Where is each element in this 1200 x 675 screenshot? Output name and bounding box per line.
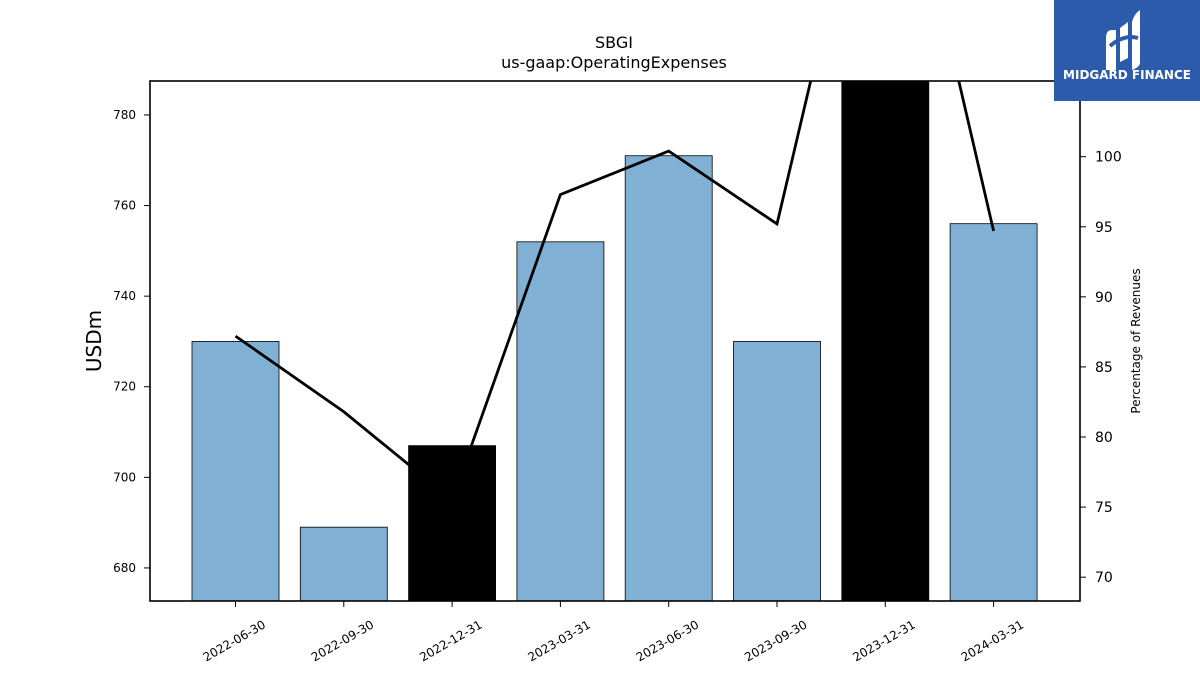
logo-mark-icon bbox=[1106, 10, 1140, 70]
y-tick-label-700: 700 bbox=[113, 470, 136, 484]
y2-tick-label-85: 85 bbox=[1095, 360, 1113, 376]
x-tick-label-2023-06-30: 2023-06-30 bbox=[634, 617, 701, 664]
bar-2022-06-30 bbox=[191, 341, 280, 601]
chart-subtitle: us-gaap:OperatingExpenses bbox=[501, 53, 727, 72]
y2-tick-label-75: 75 bbox=[1095, 500, 1113, 516]
logo-text: MIDGARD FINANCE bbox=[1063, 68, 1191, 82]
bar-2022-12-31 bbox=[408, 445, 497, 601]
x-tick-label-2023-03-31: 2023-03-31 bbox=[525, 617, 592, 664]
x-tick-label-2022-12-31: 2022-12-31 bbox=[417, 617, 484, 664]
bar-2023-12-31 bbox=[841, 81, 930, 601]
plot-area: 680 700 720 740 760 780 70 75 80 85 90 95 100 2022-06… bbox=[113, 80, 1122, 664]
x-tick-label-2022-06-30: 2022-06-30 bbox=[201, 617, 268, 664]
bar-2024-03-31 bbox=[949, 223, 1038, 601]
chart-title: SBGI bbox=[595, 33, 633, 52]
y2-tick-label-70: 70 bbox=[1095, 570, 1113, 586]
y-tick-label-740: 740 bbox=[113, 289, 136, 303]
plot-frame bbox=[149, 80, 1081, 602]
x-tick-label-2023-09-30: 2023-09-30 bbox=[742, 617, 809, 664]
x-tick-label-2023-12-31: 2023-12-31 bbox=[850, 617, 917, 664]
y-tick-label-720: 720 bbox=[113, 380, 136, 394]
y2-tick-label-90: 90 bbox=[1095, 290, 1113, 306]
bar-2022-09-30 bbox=[299, 526, 388, 601]
plot-marks bbox=[191, 81, 1038, 601]
bar-2023-06-30 bbox=[624, 155, 713, 601]
y2-axis-label: Percentage of Revenues bbox=[1129, 268, 1143, 413]
y-axis-label: USDm bbox=[82, 310, 106, 372]
x-tick-label-2022-09-30: 2022-09-30 bbox=[309, 617, 376, 664]
bar-2023-09-30 bbox=[733, 341, 821, 601]
y-tick-label-760: 760 bbox=[113, 199, 136, 213]
percentage-of-revenues-line bbox=[234, 81, 995, 503]
bar-2023-03-31 bbox=[516, 241, 605, 601]
midgard-finance-logo: MIDGARD FINANCE bbox=[1054, 0, 1200, 101]
y2-tick-label-80: 80 bbox=[1095, 430, 1113, 446]
y-tick-label-780: 780 bbox=[113, 108, 136, 122]
y2-tick-label-100: 100 bbox=[1095, 150, 1122, 166]
x-tick-label-2024-03-31: 2024-03-31 bbox=[959, 617, 1026, 664]
y-tick-label-680: 680 bbox=[113, 561, 136, 575]
y2-tick-label-95: 95 bbox=[1095, 220, 1113, 236]
